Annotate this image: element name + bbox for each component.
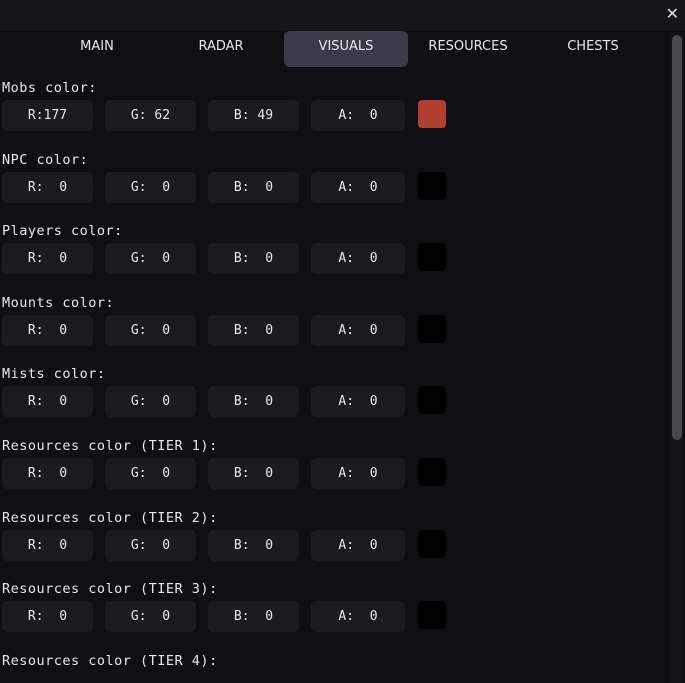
alpha-input[interactable]: A: 0 (311, 100, 405, 131)
blue-input[interactable]: B: 0 (208, 458, 299, 489)
tab-chests[interactable]: CHESTS (567, 39, 619, 54)
title-bar: ✕ (0, 0, 685, 31)
alpha-input[interactable]: A: 0 (311, 529, 405, 561)
blue-input[interactable]: B: 0 (208, 314, 299, 346)
red-input[interactable]: R: 0 (2, 314, 93, 346)
blue-input[interactable]: B: 0 (208, 171, 299, 203)
section-label: Resources color (TIER 2): (2, 509, 218, 526)
red-input[interactable]: R: 0 (2, 386, 93, 418)
alpha-input[interactable]: A: 0 (311, 458, 405, 489)
color-swatch[interactable] (418, 529, 446, 558)
green-input[interactable]: G: 0 (105, 458, 196, 489)
tab-resources[interactable]: RESOURCES (428, 39, 508, 54)
scrollbar-thumb[interactable] (672, 35, 682, 440)
section-label: Players color: (2, 223, 123, 240)
section-label: Resources color (TIER 4): (2, 652, 218, 669)
color-swatch[interactable] (418, 100, 446, 128)
tab-main[interactable]: MAIN (80, 39, 114, 54)
color-swatch[interactable] (418, 458, 446, 486)
red-input[interactable]: R: 0 (2, 171, 93, 203)
section-label: Mounts color: (2, 294, 115, 311)
blue-input[interactable]: B: 0 (208, 601, 299, 633)
close-icon[interactable]: ✕ (665, 4, 679, 23)
blue-input[interactable]: B: 49 (208, 100, 299, 131)
alpha-input[interactable]: A: 0 (311, 171, 405, 203)
section-label: NPC color: (2, 151, 89, 168)
blue-input[interactable]: B: 0 (208, 529, 299, 561)
section-label: Resources color (TIER 1): (2, 438, 218, 454)
color-swatch[interactable] (418, 314, 446, 343)
green-input[interactable]: G: 0 (105, 529, 196, 561)
tab-visuals[interactable]: VISUALS (284, 31, 408, 67)
green-input[interactable]: G: 0 (105, 601, 196, 633)
green-input[interactable]: G: 0 (105, 386, 196, 418)
alpha-input[interactable]: A: 0 (311, 386, 405, 418)
red-input[interactable]: R: 0 (2, 458, 93, 489)
red-input[interactable]: R: 0 (2, 529, 93, 561)
section-label: Mobs color: (2, 80, 97, 96)
blue-input[interactable]: B: 0 (208, 243, 299, 275)
alpha-input[interactable]: A: 0 (311, 314, 405, 346)
color-swatch[interactable] (418, 171, 446, 200)
green-input[interactable]: G: 0 (105, 314, 196, 346)
red-input[interactable]: R: 0 (2, 243, 93, 275)
color-swatch[interactable] (418, 243, 446, 272)
red-input[interactable]: R: 0 (2, 601, 93, 633)
alpha-input[interactable]: A: 0 (311, 243, 405, 275)
tab-radar[interactable]: RADAR (198, 39, 244, 54)
scrollbar[interactable] (671, 33, 683, 683)
section-label: Resources color (TIER 3): (2, 581, 218, 598)
green-input[interactable]: G: 62 (105, 100, 196, 131)
color-swatch[interactable] (418, 601, 446, 630)
alpha-input[interactable]: A: 0 (311, 601, 405, 633)
color-swatch[interactable] (418, 386, 446, 415)
tab-bar: MAIN RADAR VISUALS RESOURCES CHESTS (0, 31, 670, 67)
section-label: Mists color: (2, 366, 106, 383)
red-input[interactable]: R:177 (2, 100, 93, 131)
green-input[interactable]: G: 0 (105, 243, 196, 275)
blue-input[interactable]: B: 0 (208, 386, 299, 418)
green-input[interactable]: G: 0 (105, 171, 196, 203)
